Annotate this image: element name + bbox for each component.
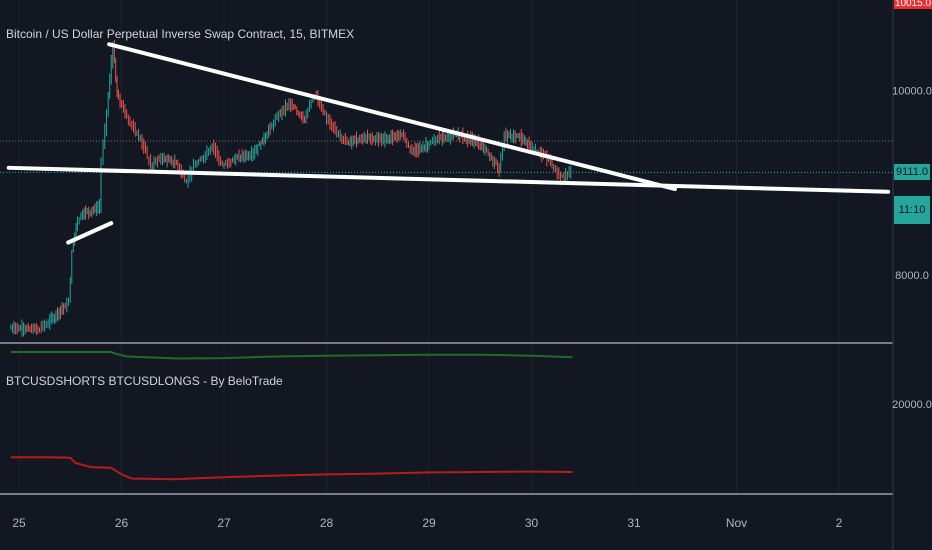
y-tick-label: 8000.0 <box>895 270 929 282</box>
bar-countdown-tag: 11:10 <box>894 196 930 225</box>
x-tick-label: 25 <box>12 516 26 530</box>
main-chart-title: Bitcoin / US Dollar Perpetual Inverse Sw… <box>6 27 355 41</box>
main-horizontal-lines <box>0 140 893 173</box>
time-axis[interactable]: 25 26 27 28 29 30 31 Nov 2 <box>12 516 842 530</box>
indicator-line <box>10 456 573 481</box>
y-tick-label: 10000.0 <box>892 85 932 97</box>
pane-dividers[interactable] <box>0 0 894 550</box>
trendline <box>107 42 677 192</box>
high-price-tag: 10015.0 <box>894 0 932 9</box>
trendline <box>66 221 114 245</box>
indicator-line <box>10 351 573 360</box>
indicator-title: BTCUSDSHORTS BTCUSDLONGS - By BeloTrade <box>6 374 283 388</box>
x-tick-label: 31 <box>627 516 641 530</box>
x-tick-label: 2 <box>836 516 843 530</box>
x-tick-label: 26 <box>115 516 129 530</box>
y-tick-label: 20000.0 <box>892 399 932 411</box>
x-tick-label: 29 <box>422 516 436 530</box>
last-price-tag: 9111.0 <box>894 164 930 181</box>
price-series <box>10 39 572 337</box>
trendlines[interactable] <box>6 42 891 245</box>
vertical-grid <box>18 0 840 494</box>
price-axis[interactable]: 10000.0 8000.0 20000.0 <box>892 85 932 411</box>
trendline <box>6 165 891 194</box>
indicator-series <box>10 351 573 481</box>
x-tick-label: 28 <box>320 516 334 530</box>
x-tick-label: 30 <box>525 516 539 530</box>
x-tick-label: Nov <box>726 516 747 530</box>
x-tick-label: 27 <box>217 516 231 530</box>
